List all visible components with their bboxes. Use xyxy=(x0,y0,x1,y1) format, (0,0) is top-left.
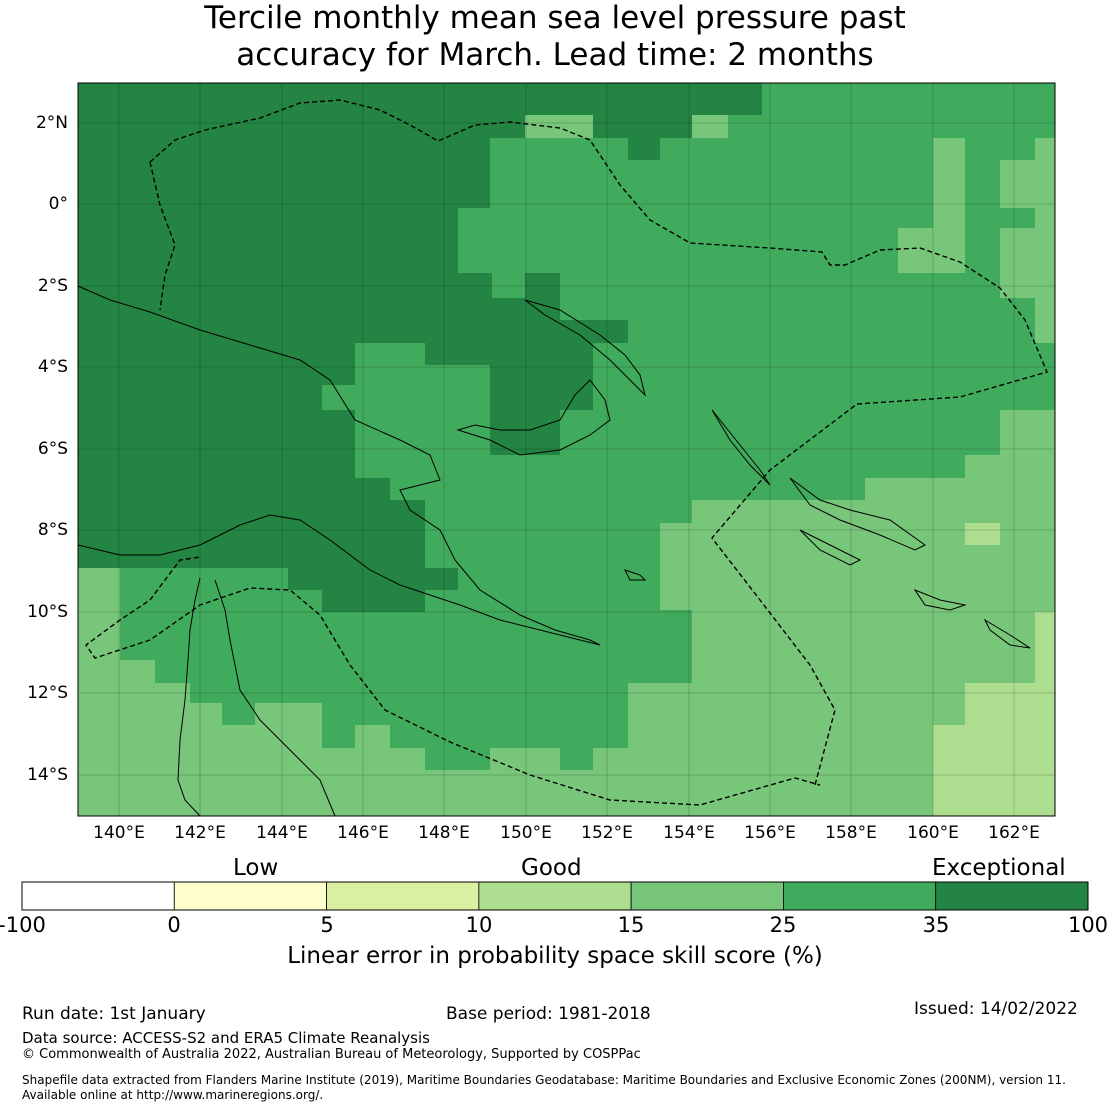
lon-tick-label: 152°E xyxy=(581,823,633,843)
title-line-2: accuracy for March. Lead time: 2 months xyxy=(236,37,874,73)
colorbar-tick: 15 xyxy=(617,913,645,937)
region-skill-10-15-se xyxy=(933,612,1055,816)
colorbar-tick: -100 xyxy=(0,913,46,937)
map-title: Tercile monthly mean sea level pressure … xyxy=(0,0,1110,74)
lat-tick-label: 2°N xyxy=(35,113,68,133)
lat-tick-label: 14°S xyxy=(27,765,68,785)
region-skill-10-15-patch xyxy=(965,523,1000,545)
shapefile-credit: Shapefile data extracted from Flanders M… xyxy=(22,1073,1066,1087)
colorbar-tick: 5 xyxy=(320,913,334,937)
lon-tick-label: 154°E xyxy=(663,823,715,843)
coastline-new-ireland xyxy=(524,299,646,397)
coastline-bougainville xyxy=(711,409,771,486)
colorbar-bin xyxy=(630,881,784,911)
colorbar-bin xyxy=(326,881,480,911)
issued-date: Issued: 14/02/2022 xyxy=(914,999,1078,1019)
colorbar-bin xyxy=(21,881,175,911)
colorbar-bin xyxy=(173,881,327,911)
lon-tick-label: 158°E xyxy=(825,823,877,843)
colorbar-category-good: Good xyxy=(521,855,582,881)
shapefile-url: Available online at http://www.marinereg… xyxy=(22,1088,324,1102)
colorbar-tick: 25 xyxy=(769,913,797,937)
coastline-solomons-b xyxy=(799,529,862,566)
base-period: Base period: 1981-2018 xyxy=(446,1004,651,1024)
colorbar xyxy=(21,881,1089,911)
run-date: Run date: 1st January xyxy=(22,1004,206,1024)
title-line-1: Tercile monthly mean sea level pressure … xyxy=(204,0,906,36)
region-skill-35-100 xyxy=(78,83,762,612)
lat-tick-label: 2°S xyxy=(37,276,68,296)
colorbar-bin xyxy=(478,881,632,911)
lon-tick-label: 140°E xyxy=(93,823,145,843)
copyright: © Commonwealth of Australia 2022, Austra… xyxy=(22,1047,641,1062)
lon-tick-label: 146°E xyxy=(337,823,389,843)
lon-tick-label: 162°E xyxy=(988,823,1040,843)
colorbar-category-low: Low xyxy=(233,855,279,881)
colorbar-category-exceptional: Exceptional xyxy=(932,855,1066,881)
colorbar-tick: 0 xyxy=(167,913,181,937)
colorbar-tick: 35 xyxy=(922,913,950,937)
lat-tick-label: 10°S xyxy=(27,602,68,622)
colorbar-tick: 100 xyxy=(1067,913,1109,937)
colorbar-label: Linear error in probability space skill … xyxy=(287,943,823,969)
region-skill-15-25-ne xyxy=(898,138,965,273)
data-source: Data source: ACCESS-S2 and ERA5 Climate … xyxy=(22,1029,430,1047)
lon-tick-label: 160°E xyxy=(907,823,959,843)
lat-tick-label: 6°S xyxy=(37,439,68,459)
coastlines xyxy=(77,285,1031,817)
colorbar-tick: 10 xyxy=(465,913,493,937)
lat-tick-label: 8°S xyxy=(37,520,68,540)
map-frame xyxy=(77,82,1056,817)
lon-tick-label: 148°E xyxy=(418,823,470,843)
lon-tick-label: 144°E xyxy=(256,823,308,843)
coastline-new-guinea xyxy=(77,285,601,646)
coastline-new-britain xyxy=(456,379,611,456)
colorbar-bin xyxy=(783,881,937,911)
colorbar-frame xyxy=(21,881,1089,911)
graticule xyxy=(78,83,1055,816)
colorbar-bin xyxy=(935,881,1089,911)
coastline-dentrecasteaux xyxy=(624,569,647,581)
lon-tick-label: 156°E xyxy=(744,823,796,843)
eez-boundaries xyxy=(85,99,1048,806)
lat-tick-label: 4°S xyxy=(37,357,68,377)
eez-png xyxy=(85,99,1048,806)
lon-tick-label: 150°E xyxy=(500,823,552,843)
region-skill-15-25-east xyxy=(1000,138,1055,343)
coastline-solomons-c xyxy=(913,588,967,611)
lon-tick-label: 142°E xyxy=(174,823,226,843)
lat-tick-label: 0° xyxy=(48,194,68,214)
coastline-solomons-d xyxy=(983,618,1031,649)
lat-tick-label: 12°S xyxy=(27,683,68,703)
coastline-solomons-a xyxy=(789,477,926,551)
